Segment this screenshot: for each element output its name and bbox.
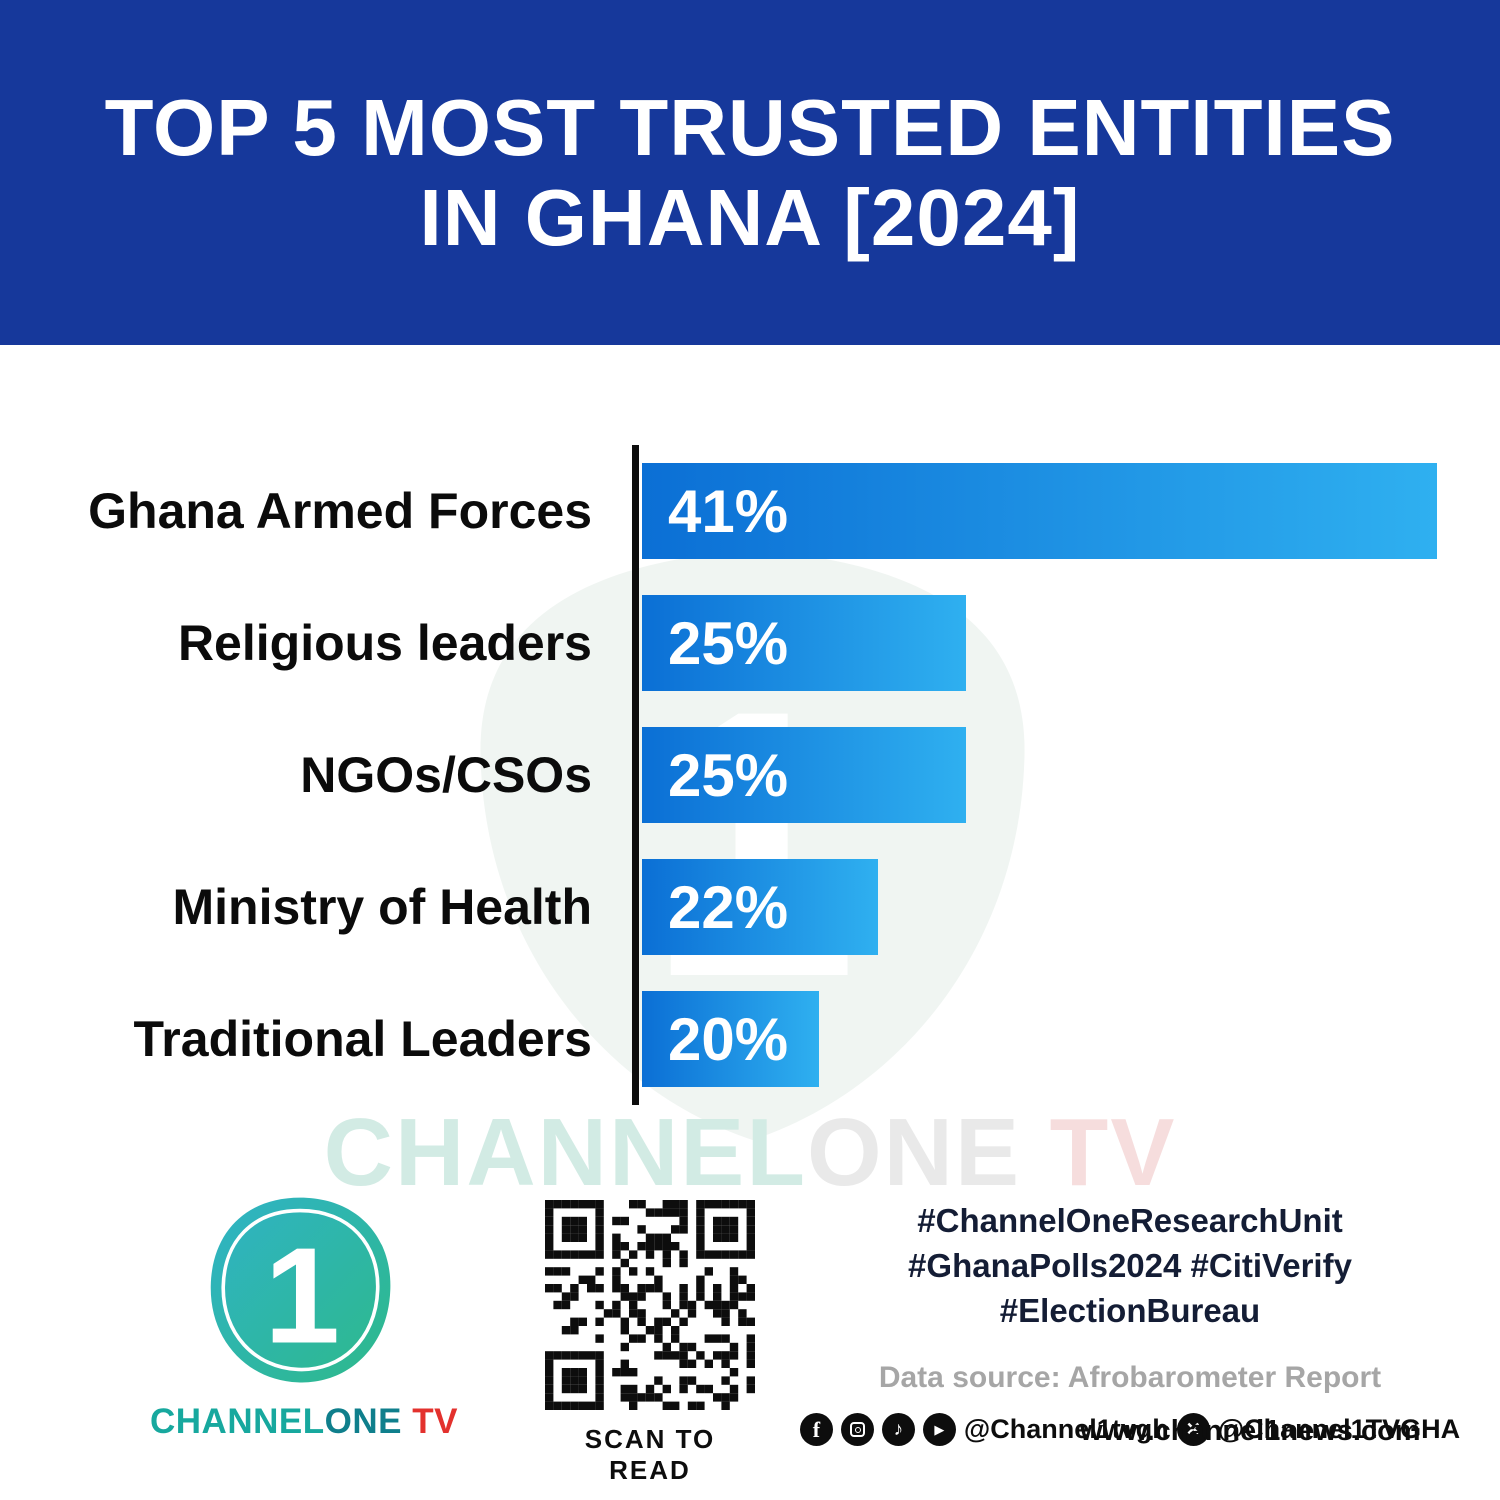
bar-row: Traditional Leaders 20% [0, 991, 1500, 1087]
watermark-part1: CHANNEL [323, 1099, 807, 1206]
bar-value-label: 22% [668, 873, 789, 941]
shield-watermark: 1 [480, 550, 1025, 1140]
social-handle-1: @Channel1tvgh [963, 1414, 1169, 1444]
youtube-icon: ▶ [922, 1413, 956, 1446]
bar-category-label: Ghana Armed Forces [88, 483, 592, 539]
bar: 20% [642, 991, 819, 1087]
wordmark-tv: TV [401, 1402, 458, 1441]
wordmark-one: ONE [324, 1402, 402, 1441]
bar-category-label: Ministry of Health [172, 879, 592, 935]
bar-category-label: NGOs/CSOs [300, 747, 592, 803]
bar-value-label: 25% [668, 741, 789, 809]
bar-value-label: 41% [668, 477, 789, 545]
bar: 22% [642, 859, 878, 955]
website-url: www.channel1news.com [1080, 1415, 1421, 1447]
bar-value-label: 25% [668, 609, 789, 677]
facebook-icon: f [799, 1413, 833, 1446]
bar-chart: Ghana Armed Forces 41% Religious leaders 25… [0, 445, 1500, 1105]
hashtag-line-3: #ElectionBureau [999, 1292, 1261, 1329]
bar-value-label: 20% [668, 1005, 789, 1073]
bar: 25% [642, 727, 966, 823]
x-icon: ✕ [1176, 1413, 1210, 1446]
bar: 25% [642, 595, 966, 691]
channel-one-wordmark: CHANNELONE TV [150, 1402, 457, 1442]
qr-code [545, 1200, 755, 1410]
watermark-part3: TV [1021, 1099, 1177, 1206]
header-banner: TOP 5 MOST TRUSTED ENTITIES IN GHANA [20… [0, 0, 1500, 345]
channel-one-logo-icon: 1 [210, 1197, 391, 1383]
social-row: f ♪ ▶ @Channel1tvgh ✕ @Channel1TVGHA [799, 1413, 1460, 1446]
hashtag-line-2: #GhanaPolls2024 #CitiVerify [908, 1247, 1352, 1284]
bar-row: Religious leaders 25% [0, 595, 1500, 691]
bar-row: NGOs/CSOs 25% [0, 727, 1500, 823]
data-source-label: Data source: Afrobarometer Report [878, 1361, 1382, 1394]
instagram-icon [840, 1413, 874, 1446]
tiktok-icon: ♪ [881, 1413, 915, 1446]
bar-row: Ministry of Health 22% [0, 859, 1500, 955]
qr-block: SCAN TO READ [540, 1200, 760, 1486]
page-title-line1: TOP 5 MOST TRUSTED ENTITIES [104, 82, 1396, 172]
svg-text:1: 1 [647, 631, 858, 1056]
social-handle-2: @Channel1TVGHA [1217, 1414, 1461, 1444]
bar-row: Ghana Armed Forces 41% [0, 463, 1500, 559]
bar-category-label: Traditional Leaders [133, 1011, 592, 1067]
logo-numeral: 1 [264, 1219, 340, 1372]
bar: 41% [642, 463, 1437, 559]
channel-one-watermark: CHANNELONE TV [0, 1098, 1500, 1208]
chart-axis-line [632, 445, 639, 1105]
qr-caption: SCAN TO READ [584, 1424, 716, 1485]
wordmark-channel: CHANNEL [150, 1402, 325, 1441]
bar-category-label: Religious leaders [177, 615, 592, 671]
hashtag-line-1: #ChannelOneResearchUnit [917, 1202, 1343, 1239]
footer-right-column: #ChannelOneResearchUnit #GhanaPolls2024 … [799, 1198, 1460, 1446]
page-title-line2: IN GHANA [2024] [419, 172, 1081, 262]
channel-one-logo-block: 1 CHANNELONE TV [150, 1185, 457, 1442]
watermark-part2: ONE [806, 1099, 1021, 1206]
chart-rows: Ghana Armed Forces 41% Religious leaders 25… [0, 463, 1500, 1087]
